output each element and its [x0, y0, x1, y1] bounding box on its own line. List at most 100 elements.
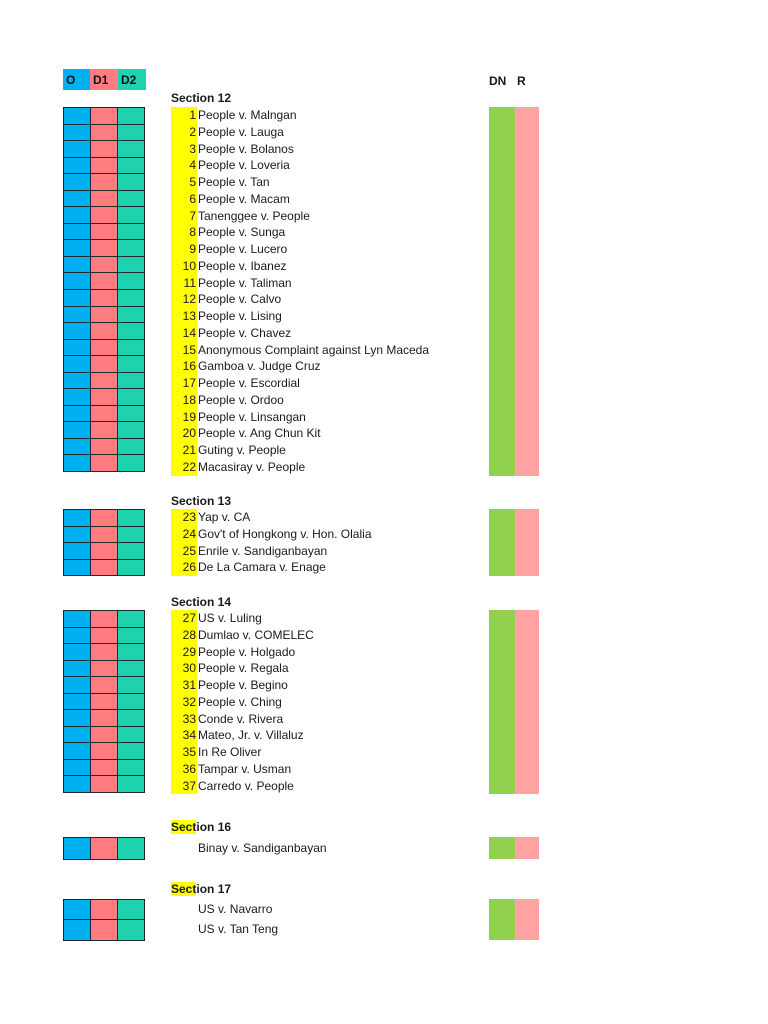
grid-cell-d1[interactable]: [90, 525, 118, 544]
grid-cell-d2[interactable]: [117, 558, 145, 577]
grid-cell-d1[interactable]: [90, 542, 118, 560]
grid-cell-o[interactable]: [63, 239, 91, 257]
grid-cell-o[interactable]: [63, 355, 91, 373]
grid-cell-o[interactable]: [63, 643, 91, 661]
grid-cell-o[interactable]: [63, 725, 91, 744]
grid-cell-d1[interactable]: [90, 289, 118, 307]
grid-cell-d1[interactable]: [90, 322, 118, 340]
grid-cell-d1[interactable]: [90, 692, 118, 711]
grid-cell-d1[interactable]: [90, 509, 118, 527]
grid-cell-d2[interactable]: [117, 837, 145, 860]
grid-cell-d2[interactable]: [117, 610, 145, 628]
grid-cell-d1[interactable]: [90, 437, 118, 456]
grid-cell-o[interactable]: [63, 542, 91, 560]
grid-cell-d1[interactable]: [90, 305, 118, 324]
grid-cell-d1[interactable]: [90, 371, 118, 390]
grid-cell-o[interactable]: [63, 206, 91, 224]
grid-cell-d2[interactable]: [117, 255, 145, 274]
grid-cell-d1[interactable]: [90, 837, 118, 860]
grid-cell-d1[interactable]: [90, 173, 118, 191]
grid-cell-o[interactable]: [63, 322, 91, 340]
grid-cell-o[interactable]: [63, 919, 91, 941]
grid-cell-d1[interactable]: [90, 898, 118, 921]
grid-cell-d1[interactable]: [90, 255, 118, 274]
grid-cell-d1[interactable]: [90, 189, 118, 208]
grid-cell-d1[interactable]: [90, 643, 118, 661]
grid-cell-d2[interactable]: [117, 454, 145, 473]
grid-cell-d2[interactable]: [117, 173, 145, 191]
grid-cell-o[interactable]: [63, 338, 91, 357]
grid-cell-d2[interactable]: [117, 189, 145, 208]
grid-cell-d1[interactable]: [90, 421, 118, 439]
grid-cell-d1[interactable]: [90, 676, 118, 694]
grid-cell-d2[interactable]: [117, 156, 145, 175]
grid-cell-o[interactable]: [63, 189, 91, 208]
grid-cell-d1[interactable]: [90, 454, 118, 473]
grid-cell-d1[interactable]: [90, 742, 118, 760]
grid-cell-o[interactable]: [63, 272, 91, 291]
grid-cell-d2[interactable]: [117, 898, 145, 921]
grid-cell-d2[interactable]: [117, 107, 145, 125]
grid-cell-d1[interactable]: [90, 626, 118, 645]
grid-cell-d2[interactable]: [117, 272, 145, 291]
grid-cell-o[interactable]: [63, 421, 91, 439]
grid-cell-o[interactable]: [63, 305, 91, 324]
grid-cell-d2[interactable]: [117, 692, 145, 711]
grid-cell-o[interactable]: [63, 371, 91, 390]
grid-cell-d2[interactable]: [117, 919, 145, 941]
grid-cell-d2[interactable]: [117, 643, 145, 661]
grid-cell-o[interactable]: [63, 173, 91, 191]
grid-cell-o[interactable]: [63, 837, 91, 860]
grid-cell-o[interactable]: [63, 898, 91, 921]
grid-cell-d2[interactable]: [117, 676, 145, 694]
grid-cell-d2[interactable]: [117, 509, 145, 527]
grid-cell-o[interactable]: [63, 742, 91, 760]
grid-cell-o[interactable]: [63, 388, 91, 406]
grid-cell-d1[interactable]: [90, 725, 118, 744]
grid-cell-d2[interactable]: [117, 322, 145, 340]
grid-cell-d1[interactable]: [90, 206, 118, 224]
grid-cell-d2[interactable]: [117, 338, 145, 357]
grid-cell-o[interactable]: [63, 610, 91, 628]
grid-cell-d2[interactable]: [117, 659, 145, 678]
grid-cell-d1[interactable]: [90, 107, 118, 125]
grid-cell-d2[interactable]: [117, 725, 145, 744]
grid-cell-o[interactable]: [63, 775, 91, 794]
grid-cell-o[interactable]: [63, 758, 91, 777]
grid-cell-d1[interactable]: [90, 659, 118, 678]
grid-cell-o[interactable]: [63, 558, 91, 577]
grid-cell-o[interactable]: [63, 156, 91, 175]
grid-cell-o[interactable]: [63, 525, 91, 544]
grid-cell-d2[interactable]: [117, 421, 145, 439]
grid-cell-o[interactable]: [63, 709, 91, 727]
grid-cell-o[interactable]: [63, 255, 91, 274]
grid-cell-o[interactable]: [63, 659, 91, 678]
grid-cell-d1[interactable]: [90, 140, 118, 158]
grid-cell-o[interactable]: [63, 437, 91, 456]
grid-cell-o[interactable]: [63, 676, 91, 694]
grid-cell-d1[interactable]: [90, 388, 118, 406]
grid-cell-o[interactable]: [63, 404, 91, 423]
grid-cell-d1[interactable]: [90, 404, 118, 423]
grid-cell-d2[interactable]: [117, 371, 145, 390]
grid-cell-d2[interactable]: [117, 305, 145, 324]
grid-cell-d2[interactable]: [117, 709, 145, 727]
grid-cell-d2[interactable]: [117, 525, 145, 544]
grid-cell-d2[interactable]: [117, 239, 145, 257]
grid-cell-d1[interactable]: [90, 709, 118, 727]
grid-cell-o[interactable]: [63, 289, 91, 307]
grid-cell-d1[interactable]: [90, 156, 118, 175]
grid-cell-d1[interactable]: [90, 610, 118, 628]
grid-cell-d2[interactable]: [117, 404, 145, 423]
grid-cell-o[interactable]: [63, 692, 91, 711]
grid-cell-d1[interactable]: [90, 919, 118, 941]
grid-cell-d2[interactable]: [117, 388, 145, 406]
grid-cell-d2[interactable]: [117, 758, 145, 777]
grid-cell-d2[interactable]: [117, 289, 145, 307]
grid-cell-d2[interactable]: [117, 123, 145, 142]
grid-cell-o[interactable]: [63, 123, 91, 142]
grid-cell-o[interactable]: [63, 107, 91, 125]
grid-cell-d1[interactable]: [90, 775, 118, 794]
grid-cell-d1[interactable]: [90, 222, 118, 241]
grid-cell-d1[interactable]: [90, 272, 118, 291]
